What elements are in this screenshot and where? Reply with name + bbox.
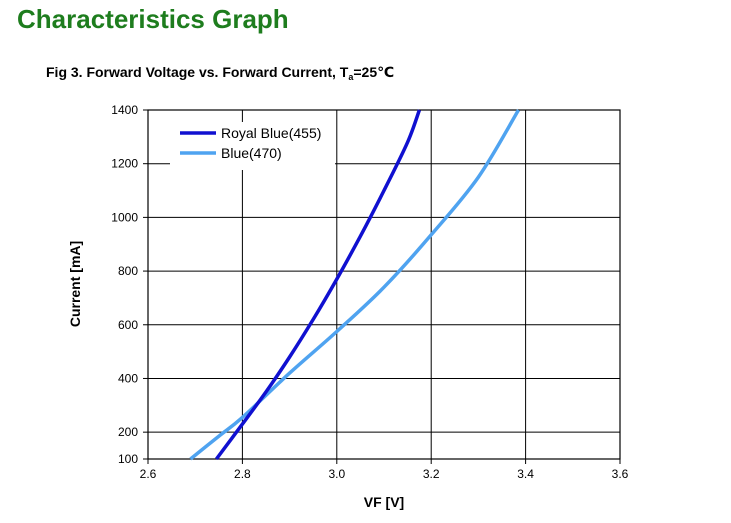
y-tick-label: 1400 bbox=[111, 103, 138, 117]
y-tick-label: 200 bbox=[118, 425, 138, 439]
y-tick-label: 400 bbox=[118, 371, 138, 385]
x-tick-label: 2.6 bbox=[140, 467, 157, 481]
x-axis-label: VF [V] bbox=[364, 494, 404, 510]
y-axis-label: Current [mA] bbox=[67, 241, 83, 327]
legend-label: Blue(470) bbox=[221, 145, 282, 161]
x-tick-label: 3.6 bbox=[612, 467, 629, 481]
axes: 2.6 2.8 3.0 3.2 3.4 3.6 100 200 400 600 800 1000 120… bbox=[111, 103, 628, 481]
x-tick-label: 2.8 bbox=[234, 467, 251, 481]
series-line-blue-470 bbox=[189, 109, 521, 461]
x-tick-label: 3.0 bbox=[328, 467, 345, 481]
page-title: Characteristics Graph bbox=[17, 4, 289, 34]
x-tick-label: 3.4 bbox=[517, 467, 534, 481]
x-tick-label: 3.2 bbox=[423, 467, 440, 481]
legend-label: Royal Blue(455) bbox=[221, 125, 321, 141]
series-layer bbox=[189, 109, 521, 461]
legend: Royal Blue(455) Blue(470) bbox=[170, 122, 335, 170]
y-tick-label: 1000 bbox=[111, 210, 138, 224]
y-tick-label: 1200 bbox=[111, 157, 138, 171]
y-tick-label: 100 bbox=[118, 452, 138, 466]
series-line-royal-blue-455 bbox=[215, 109, 422, 461]
plot-frame bbox=[147, 109, 621, 460]
figure-caption: Fig 3. Forward Voltage vs. Forward Curre… bbox=[46, 64, 395, 82]
legend-box bbox=[170, 122, 335, 170]
grid bbox=[148, 110, 620, 459]
y-tick-label: 600 bbox=[118, 318, 138, 332]
y-tick-label: 800 bbox=[118, 264, 138, 278]
